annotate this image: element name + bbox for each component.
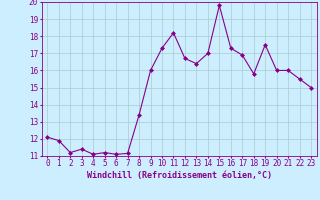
X-axis label: Windchill (Refroidissement éolien,°C): Windchill (Refroidissement éolien,°C) — [87, 171, 272, 180]
